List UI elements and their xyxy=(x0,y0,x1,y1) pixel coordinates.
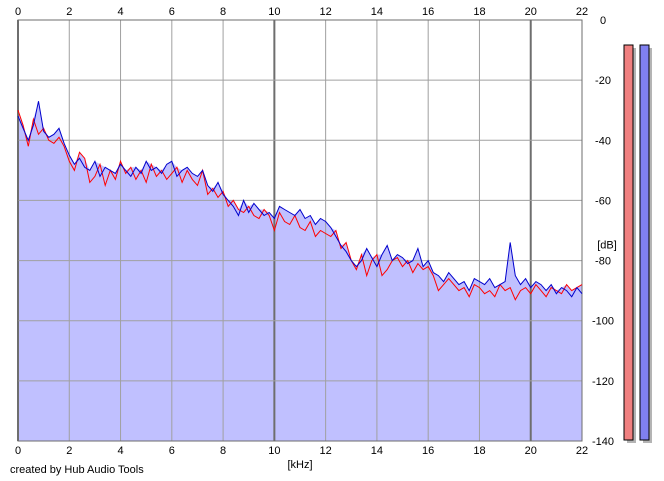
y-tick-label: -100 xyxy=(592,316,614,328)
x-tick-label-top: 4 xyxy=(117,6,123,18)
credit-text: created by Hub Audio Tools xyxy=(10,464,144,476)
x-axis-label: [kHz] xyxy=(287,459,312,471)
y-axis-label: [dB] xyxy=(597,240,617,252)
x-tick-label-bottom: 10 xyxy=(268,445,280,457)
right-channel-level-meter xyxy=(639,44,650,441)
x-tick-label-top: 12 xyxy=(320,6,332,18)
x-axis-tick-labels-top: 0 2 4 6 8 10 12 14 16 18 20 22 xyxy=(15,6,588,18)
x-tick-label-top: 10 xyxy=(268,6,280,18)
y-tick-label: -40 xyxy=(595,135,611,147)
x-tick-label-bottom: 2 xyxy=(66,445,72,457)
x-tick-label-bottom: 0 xyxy=(15,445,21,457)
y-tick-label: -20 xyxy=(595,75,611,87)
y-axis-tick-labels: 0 -20 -40 -60 -80 -100 -120 -140 xyxy=(592,15,614,448)
x-tick-label-top: 0 xyxy=(15,6,21,18)
x-tick-label-top: 8 xyxy=(220,6,226,18)
x-tick-label-top: 6 xyxy=(169,6,175,18)
y-tick-label: -140 xyxy=(592,436,614,448)
y-tick-label: 0 xyxy=(600,15,606,27)
x-tick-label-bottom: 16 xyxy=(422,445,434,457)
x-tick-label-bottom: 18 xyxy=(473,445,485,457)
x-tick-label-bottom: 20 xyxy=(525,445,537,457)
y-tick-label: -80 xyxy=(595,256,611,268)
x-tick-label-top: 18 xyxy=(473,6,485,18)
plot-frame xyxy=(17,19,583,442)
y-tick-label: -60 xyxy=(595,195,611,207)
spectrum-plot xyxy=(17,19,583,442)
x-axis-tick-labels-bottom: 0 2 4 6 8 10 12 14 16 18 20 22 xyxy=(15,445,588,457)
series-line-right-channel xyxy=(17,101,583,298)
x-tick-label-top: 22 xyxy=(576,6,588,18)
x-tick-label-bottom: 8 xyxy=(220,445,226,457)
channel-level-meters xyxy=(623,44,652,443)
x-tick-label-bottom: 4 xyxy=(117,445,123,457)
x-tick-label-top: 14 xyxy=(371,6,383,18)
left-channel-level-meter xyxy=(623,44,634,441)
y-tick-label: -120 xyxy=(592,376,614,388)
x-tick-label-top: 2 xyxy=(66,6,72,18)
x-tick-label-bottom: 14 xyxy=(371,445,383,457)
x-tick-label-bottom: 6 xyxy=(169,445,175,457)
spectrum-area-fill xyxy=(18,101,582,441)
series-line-left-channel xyxy=(17,110,583,301)
x-tick-label-bottom: 12 xyxy=(320,445,332,457)
x-tick-label-top: 20 xyxy=(525,6,537,18)
x-tick-label-top: 16 xyxy=(422,6,434,18)
x-tick-label-bottom: 22 xyxy=(576,445,588,457)
